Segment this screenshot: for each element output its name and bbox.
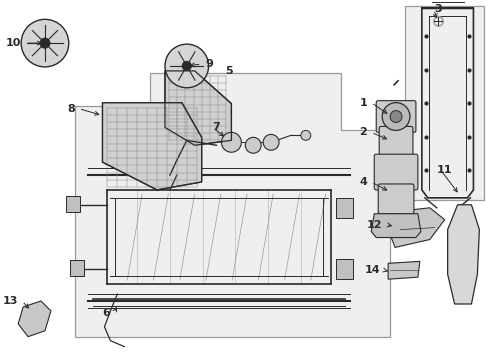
Circle shape bbox=[263, 134, 279, 150]
Bar bbox=[70, 260, 84, 276]
Polygon shape bbox=[18, 301, 51, 337]
Text: 12: 12 bbox=[367, 220, 382, 230]
Bar bbox=[336, 259, 353, 279]
Polygon shape bbox=[388, 208, 444, 247]
FancyBboxPatch shape bbox=[379, 126, 413, 160]
Text: 14: 14 bbox=[365, 265, 380, 275]
Text: 9: 9 bbox=[206, 59, 214, 69]
Text: 4: 4 bbox=[360, 177, 368, 187]
Polygon shape bbox=[74, 73, 390, 337]
Circle shape bbox=[21, 19, 69, 67]
Text: 2: 2 bbox=[360, 127, 368, 138]
Circle shape bbox=[301, 130, 311, 140]
Polygon shape bbox=[448, 205, 479, 304]
Polygon shape bbox=[371, 214, 421, 238]
Text: 1: 1 bbox=[360, 98, 368, 108]
Text: 10: 10 bbox=[6, 38, 21, 48]
Bar bbox=[405, 6, 484, 200]
Text: 13: 13 bbox=[3, 296, 18, 306]
Circle shape bbox=[221, 132, 242, 152]
Polygon shape bbox=[102, 103, 202, 190]
Circle shape bbox=[40, 38, 50, 48]
FancyBboxPatch shape bbox=[378, 184, 414, 214]
Circle shape bbox=[382, 103, 410, 130]
Polygon shape bbox=[388, 261, 420, 279]
Text: 11: 11 bbox=[437, 165, 452, 175]
FancyBboxPatch shape bbox=[374, 154, 418, 190]
Text: 5: 5 bbox=[225, 66, 233, 76]
FancyBboxPatch shape bbox=[376, 101, 416, 132]
Bar bbox=[66, 196, 80, 212]
Circle shape bbox=[182, 61, 192, 71]
Circle shape bbox=[165, 44, 209, 88]
Text: 6: 6 bbox=[102, 308, 110, 318]
Circle shape bbox=[390, 111, 402, 122]
Polygon shape bbox=[165, 71, 231, 145]
Text: 3: 3 bbox=[434, 4, 441, 14]
Circle shape bbox=[245, 138, 261, 153]
Text: 8: 8 bbox=[67, 104, 74, 114]
Bar bbox=[336, 198, 353, 218]
Text: 7: 7 bbox=[213, 122, 220, 132]
